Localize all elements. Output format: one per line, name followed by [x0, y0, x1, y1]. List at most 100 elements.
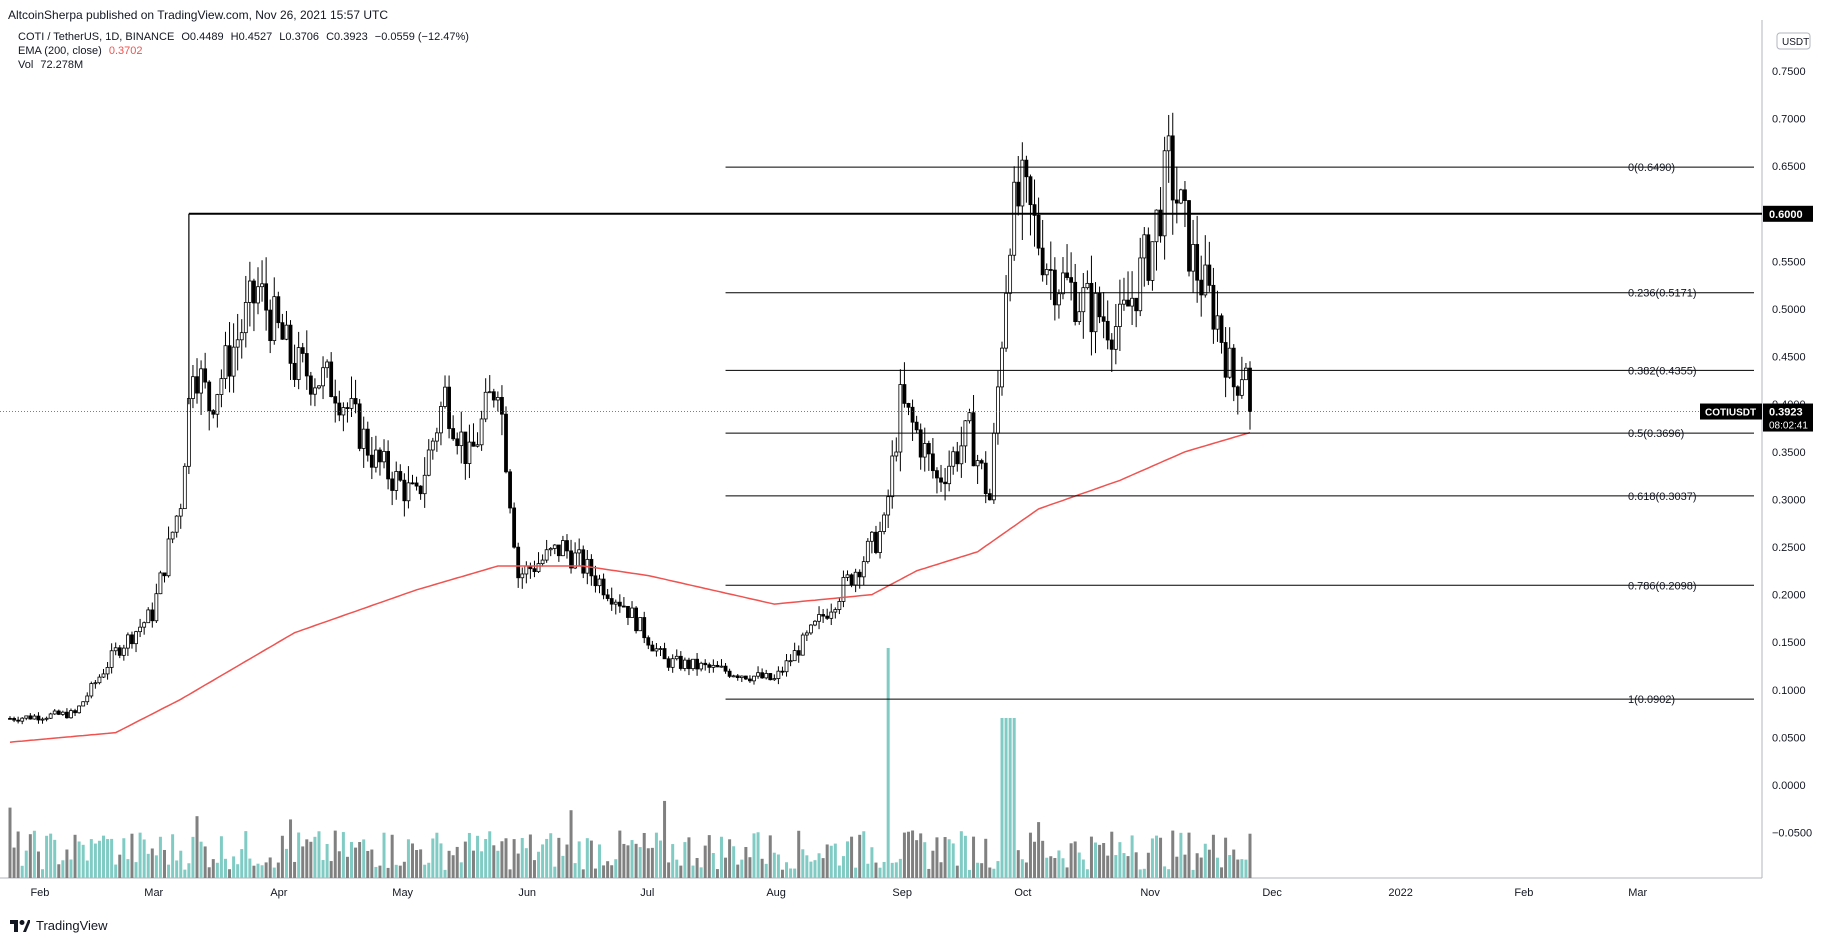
volume-bar — [829, 845, 833, 878]
volume-bar — [248, 858, 252, 878]
volume-bar — [1089, 836, 1093, 878]
volume-bar — [1020, 859, 1024, 878]
volume-bar — [902, 832, 906, 878]
volume-bar — [150, 848, 154, 878]
volume-bar — [549, 833, 553, 878]
candle-body — [182, 465, 187, 510]
candle-body — [113, 647, 118, 652]
volume-bar — [1187, 832, 1191, 878]
volume-bar — [1134, 852, 1138, 878]
candle-body — [1020, 159, 1025, 207]
volume-bar — [1146, 852, 1150, 878]
candle-body — [626, 605, 630, 618]
candle-body — [40, 718, 45, 721]
volume-bar — [675, 859, 679, 878]
volume-bar — [341, 832, 345, 878]
volume-bar — [211, 859, 215, 878]
volume-bar — [36, 851, 40, 878]
candle-body — [105, 667, 110, 675]
candle-body — [1174, 199, 1179, 204]
candle-body — [1089, 282, 1094, 333]
candle-body — [764, 673, 769, 679]
volume-bar — [1106, 855, 1110, 878]
volume-bar — [1049, 856, 1053, 878]
volume-bar — [858, 834, 862, 878]
candle-body — [304, 353, 309, 377]
candle-body — [264, 283, 269, 311]
volume-bar — [118, 854, 122, 878]
time-tick-label: Apr — [270, 887, 287, 899]
volume-legend: Vol 72.278M — [18, 58, 83, 72]
volume-bar — [614, 859, 618, 878]
candle-body — [247, 280, 252, 303]
candle-body — [426, 449, 431, 476]
volume-bar — [496, 850, 500, 878]
candle-body — [849, 574, 854, 586]
volume-bar — [577, 841, 581, 878]
ohlc-low: L0.3706 — [279, 31, 320, 43]
volume-bar — [980, 863, 984, 878]
candle-body — [556, 544, 561, 557]
candle-body — [48, 713, 53, 719]
candle-body — [524, 565, 529, 575]
volume-bar — [520, 838, 524, 878]
volume-bar — [16, 831, 20, 878]
volume-bar — [439, 843, 443, 878]
candle-body — [406, 482, 411, 502]
volume-bar — [1118, 842, 1122, 878]
currency-badge[interactable] — [1776, 32, 1811, 50]
volume-bar — [142, 839, 146, 878]
candle-body — [414, 482, 419, 487]
candle-body — [207, 381, 212, 412]
volume-bar — [333, 830, 337, 878]
candle-body — [1109, 339, 1114, 350]
volume-bar — [89, 839, 93, 878]
candle-body — [1004, 292, 1008, 349]
candle-body — [1048, 269, 1053, 271]
volume-bar — [1114, 855, 1118, 878]
candle-body — [479, 418, 484, 446]
candle-body — [1195, 244, 1200, 281]
candle-body — [837, 601, 842, 610]
candle-body — [256, 286, 260, 304]
volume-bar — [894, 862, 898, 878]
candle-body — [914, 421, 919, 431]
candle-body — [211, 410, 216, 415]
volume-bar — [459, 862, 463, 878]
volume-bar — [1159, 837, 1163, 878]
volume-bar — [809, 861, 813, 878]
candle-body — [715, 664, 720, 668]
candle-body — [658, 648, 663, 650]
volume-bar — [236, 864, 240, 878]
candle-body — [532, 568, 537, 573]
candle-body — [796, 650, 801, 656]
price-tick-label: 0.7500 — [1772, 66, 1806, 78]
volume-bar — [451, 855, 455, 878]
time-tick-label: Mar — [144, 887, 163, 899]
candle-body — [1061, 272, 1065, 295]
candle-body — [723, 665, 728, 672]
volume-bar — [1008, 718, 1012, 878]
candle-body — [65, 711, 69, 719]
candle-body — [1142, 234, 1147, 259]
candle-body — [195, 376, 199, 394]
price-tick-label: 0.6500 — [1772, 161, 1806, 173]
volume-bar — [630, 840, 634, 878]
volume-bar — [1069, 843, 1073, 878]
price-tick-label: 0.4500 — [1772, 352, 1806, 364]
volume-bar — [955, 865, 959, 878]
candle-body — [32, 715, 37, 720]
volume-bar — [947, 839, 951, 878]
volume-bar — [1085, 869, 1089, 878]
candle-body — [1069, 277, 1074, 283]
candle-body — [666, 658, 671, 668]
candle-body — [512, 507, 517, 548]
volume-bar — [276, 862, 280, 878]
candle-body — [735, 675, 740, 679]
price-tick-label: 0.3500 — [1772, 447, 1806, 459]
candle-body — [1073, 281, 1078, 322]
candle-body — [77, 705, 82, 714]
candle-body — [1162, 150, 1167, 237]
volume-bar — [691, 865, 695, 878]
